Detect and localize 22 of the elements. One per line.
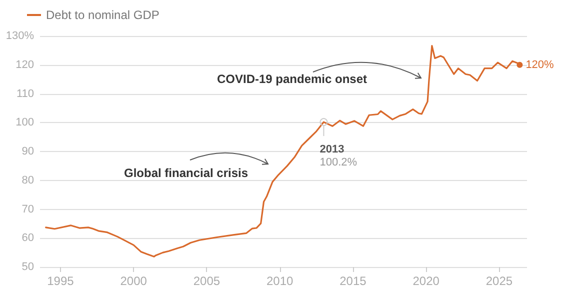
x-tick-label: 2015: [340, 274, 367, 288]
y-tick-label: 50: [22, 261, 34, 273]
x-tick-label: 2020: [412, 274, 440, 288]
y-tick-label: 100: [16, 116, 34, 129]
annotation: 100.2%: [320, 156, 358, 169]
y-tick-label: 110: [16, 88, 34, 100]
x-tick-label: 2005: [193, 274, 220, 288]
x-tick-label: 1995: [47, 274, 74, 288]
legend-label: Debt to nominal GDP: [46, 8, 160, 22]
y-tick-label: 130%: [6, 30, 34, 42]
x-tick-label: 2000: [120, 274, 148, 288]
annotation: COVID-19 pandemic onset: [216, 72, 368, 86]
x-tick-label: 2010: [266, 274, 294, 288]
y-tick-label: 80: [22, 174, 34, 186]
data-label: 120%: [526, 58, 554, 71]
annotation: 2013: [320, 144, 344, 156]
y-tick-label: 70: [22, 203, 34, 216]
y-tick-label: 120: [16, 58, 34, 71]
x-tick-label: 2025: [486, 274, 513, 288]
annotation: Global financial crisis: [124, 166, 248, 180]
y-tick-label: 90: [22, 146, 34, 158]
y-tick-label: 60: [22, 232, 34, 244]
